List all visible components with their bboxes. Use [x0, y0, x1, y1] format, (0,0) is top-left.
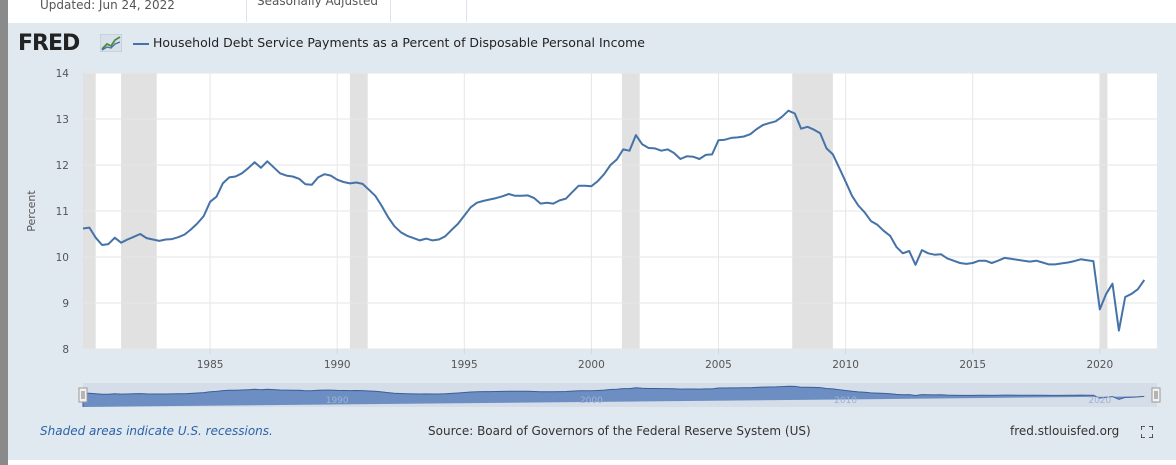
x-tick-label-0: 1985: [197, 359, 224, 371]
y-tick-label-0: 8: [62, 344, 69, 356]
navigator-label-2: 2010: [834, 396, 857, 406]
series-legend-swatch: [133, 43, 149, 45]
series-title: Household Debt Service Payments as a Per…: [153, 35, 645, 50]
y-axis-label: Percent: [25, 190, 38, 232]
site-link[interactable]: fred.stlouisfed.org: [1010, 424, 1120, 438]
y-tick-label-4: 12: [56, 160, 69, 172]
fullscreen-icon[interactable]: [1141, 426, 1153, 438]
navigator-area: [82, 385, 1145, 407]
x-tick-label-6: 2015: [959, 359, 986, 371]
x-tick-label-5: 2010: [832, 359, 859, 371]
top-info-strip: Updated: Jun 24, 2022 Seasonally Adjuste…: [8, 0, 1176, 23]
x-tick-label-7: 2020: [1086, 359, 1113, 371]
adjustment-label: Seasonally Adjusted: [257, 0, 379, 8]
x-tick-label-4: 2005: [705, 359, 732, 371]
navigator-label-0: 1990: [326, 396, 349, 406]
navigator-handle-right-body: [1151, 387, 1161, 403]
bottom-strip: [8, 460, 1176, 465]
x-tick-label-3: 2000: [578, 359, 605, 371]
navigator-handle-right[interactable]: [1151, 387, 1161, 403]
navigator-label-3: 2020: [1088, 396, 1111, 406]
x-tick-label-1: 1990: [324, 359, 351, 371]
updated-date: Updated: Jun 24, 2022: [40, 0, 175, 12]
navigator-label-1: 2000: [580, 396, 603, 406]
recession-note: Shaded areas indicate U.S. recessions.: [40, 424, 273, 438]
empty-cell: [389, 0, 467, 22]
y-tick-label-2: 10: [56, 252, 69, 264]
series-line: [82, 109, 1146, 332]
fred-logo[interactable]: FRED: [18, 31, 80, 56]
x-tick-label-2: 1995: [451, 359, 478, 371]
source-note: Source: Board of Governors of the Federa…: [428, 424, 811, 438]
y-tick-label-6: 14: [56, 68, 70, 80]
y-tick-label-3: 11: [56, 206, 69, 218]
navigator-handle-left[interactable]: [78, 387, 88, 403]
adjustment-cell: Seasonally Adjusted: [246, 0, 391, 22]
navigator-handle-left-body: [78, 387, 88, 403]
y-tick-label-5: 13: [56, 114, 69, 126]
fred-chart-badge-icon: [100, 34, 122, 52]
window-edge: [0, 0, 8, 465]
y-tick-label-1: 9: [62, 298, 69, 310]
